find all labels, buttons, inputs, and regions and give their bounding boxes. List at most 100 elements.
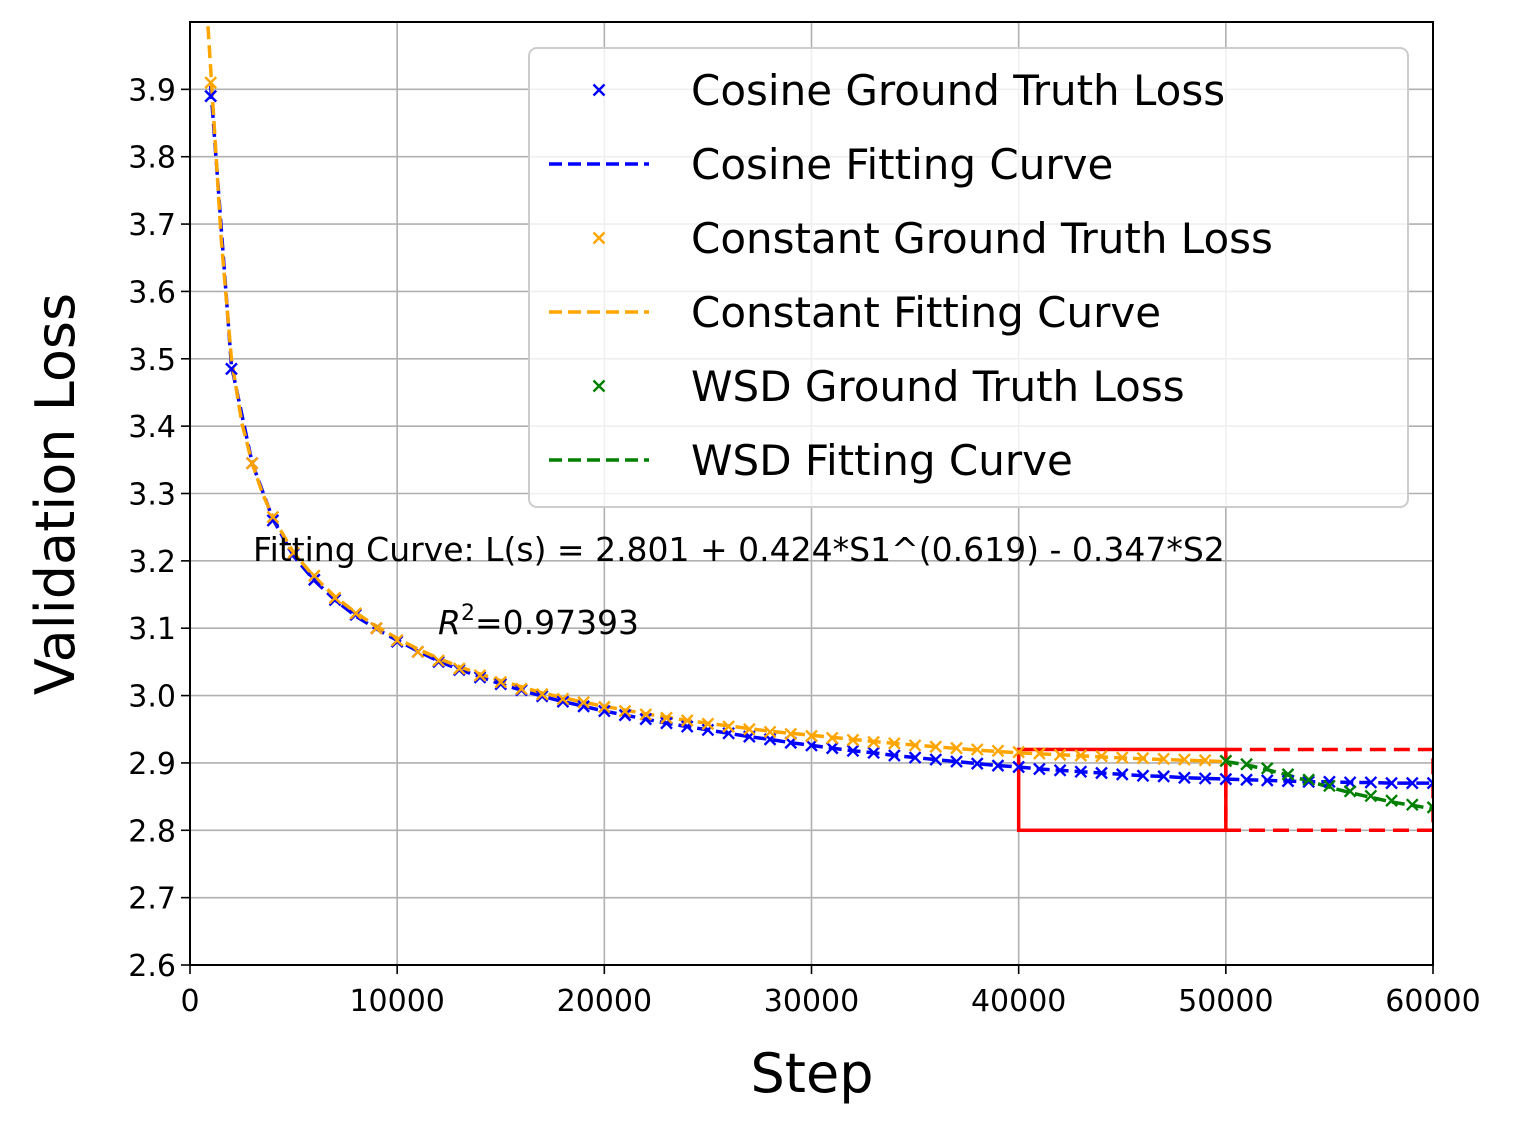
cosine-ground-truth-loss-point bbox=[867, 746, 880, 760]
constant-ground-truth-loss-point bbox=[245, 456, 259, 470]
cosine-ground-truth-loss-point bbox=[1095, 766, 1108, 780]
wsd-ground-truth-loss-point bbox=[1323, 779, 1336, 793]
wsd-ground-truth-loss-series bbox=[1219, 754, 1433, 814]
cosine-ground-truth-loss-point bbox=[888, 749, 901, 762]
legend-item-constant-fitting-curve: Constant Fitting Curve bbox=[549, 288, 1161, 337]
cosine-ground-truth-loss-point bbox=[1198, 772, 1212, 785]
constant-ground-truth-loss-point bbox=[266, 510, 280, 524]
cosine-ground-truth-loss-point bbox=[1240, 773, 1253, 787]
constant-ground-truth-loss-point bbox=[556, 692, 570, 706]
constant-ground-truth-loss-point bbox=[494, 675, 508, 689]
cosine-ground-truth-loss-point bbox=[1364, 776, 1378, 789]
constant-ground-truth-loss-point bbox=[743, 722, 756, 736]
y-tick-label: 2.9 bbox=[128, 747, 176, 782]
cosine-ground-truth-loss-point bbox=[577, 700, 590, 713]
cosine-ground-truth-loss-point bbox=[991, 759, 1005, 772]
constant-ground-truth-loss-point bbox=[370, 621, 383, 635]
legend-label: WSD Fitting Curve bbox=[691, 436, 1073, 485]
cosine-ground-truth-loss-point bbox=[639, 712, 653, 726]
constant-fitting-curve-series bbox=[205, 22, 1226, 764]
x-tick-label: 60000 bbox=[1385, 984, 1480, 1019]
x-axis-title: Step bbox=[751, 1042, 874, 1105]
legend-item-constant-ground-truth-loss: Constant Ground Truth Loss bbox=[592, 214, 1273, 263]
legend-label: Cosine Ground Truth Loss bbox=[691, 66, 1225, 115]
legend-item-cosine-fitting-curve: Cosine Fitting Curve bbox=[549, 140, 1113, 189]
legend-item-wsd-fitting-curve: WSD Fitting Curve bbox=[549, 436, 1073, 485]
y-tick-label: 2.8 bbox=[128, 814, 176, 849]
wsd-ground-truth-loss-point bbox=[1426, 801, 1433, 814]
cosine-ground-truth-loss-point bbox=[1178, 771, 1191, 785]
r-squared-exponent: 2 bbox=[461, 601, 475, 626]
constant-ground-truth-loss-point bbox=[1095, 749, 1108, 763]
legend-label: Constant Fitting Curve bbox=[691, 288, 1161, 337]
legend: Cosine Ground Truth Loss Cosine Fitting C… bbox=[528, 47, 1409, 508]
constant-ground-truth-loss-point bbox=[970, 743, 984, 756]
cosine-ground-truth-loss-point bbox=[1115, 768, 1129, 781]
cosine-ground-truth-loss-point bbox=[1033, 762, 1046, 776]
cosine-ground-truth-loss-point bbox=[970, 757, 984, 770]
cosine-ground-truth-loss-point bbox=[1302, 775, 1316, 789]
constant-ground-truth-loss-point bbox=[287, 546, 300, 560]
series-layer bbox=[204, 22, 1433, 814]
constant-ground-truth-loss-point bbox=[452, 662, 466, 675]
cosine-ground-truth-loss-point bbox=[204, 89, 218, 103]
cosine-ground-truth-loss-point bbox=[846, 744, 860, 758]
wsd-ground-truth-loss-point bbox=[1364, 789, 1378, 803]
legend-label: WSD Ground Truth Loss bbox=[691, 362, 1185, 411]
y-tick-label: 2.6 bbox=[128, 949, 176, 984]
constant-ground-truth-loss-series bbox=[204, 76, 1233, 768]
y-tick-label: 3.9 bbox=[128, 73, 176, 108]
y-tick-label: 3.1 bbox=[128, 612, 176, 647]
constant-ground-truth-loss-point bbox=[328, 591, 342, 605]
cosine-ground-truth-loss-point bbox=[1012, 760, 1026, 774]
legend-item-cosine-ground-truth-loss: Cosine Ground Truth Loss bbox=[592, 66, 1225, 115]
cosine-ground-truth-loss-point bbox=[950, 755, 963, 768]
x-tick-label: 20000 bbox=[557, 984, 652, 1019]
cosine-ground-truth-loss-point bbox=[1053, 763, 1067, 777]
constant-ground-truth-loss-point bbox=[1178, 753, 1191, 766]
constant-ground-truth-loss-point bbox=[763, 725, 777, 739]
constant-ground-truth-loss-point bbox=[1012, 745, 1026, 759]
constant-ground-truth-loss-point bbox=[680, 714, 694, 727]
constant-ground-truth-loss-point bbox=[1157, 752, 1171, 766]
cosine-ground-truth-loss-point bbox=[1426, 776, 1433, 790]
wsd-ground-truth-loss-point bbox=[1281, 768, 1295, 781]
constant-ground-truth-loss-point bbox=[411, 645, 425, 659]
y-tick-label: 2.7 bbox=[128, 882, 176, 917]
y-tick-label: 3.4 bbox=[128, 410, 176, 445]
y-tick-label: 3.8 bbox=[128, 141, 176, 176]
legend-box bbox=[528, 47, 1409, 508]
constant-ground-truth-loss-point bbox=[867, 735, 880, 749]
constant-ground-truth-loss-point bbox=[991, 744, 1005, 758]
cosine-ground-truth-loss-point bbox=[1405, 776, 1419, 790]
legend-label: Cosine Fitting Curve bbox=[691, 140, 1113, 189]
y-axis-title: Validation Loss bbox=[24, 293, 87, 695]
y-tick-label: 3.7 bbox=[128, 208, 176, 243]
constant-ground-truth-loss-point bbox=[825, 731, 839, 745]
legend-swatch-marker bbox=[592, 231, 606, 245]
wsd-ground-truth-loss-point bbox=[1240, 757, 1253, 771]
axis-ticks: 0 10000 20000 30000 40000 50000 60000 2.6 2.7 2.8… bbox=[128, 73, 1480, 1019]
cosine-ground-truth-loss-point bbox=[1136, 769, 1150, 783]
constant-ground-truth-loss-point bbox=[1198, 753, 1212, 767]
constant-ground-truth-loss-point bbox=[660, 711, 673, 725]
wsd-ground-truth-loss-point bbox=[1405, 798, 1419, 812]
wsd-ground-truth-loss-point bbox=[1343, 784, 1357, 798]
constant-ground-truth-loss-point bbox=[473, 669, 487, 682]
cosine-ground-truth-loss-point bbox=[618, 708, 632, 722]
constant-ground-truth-loss-point bbox=[722, 720, 735, 733]
r-squared-value: =0.97393 bbox=[475, 603, 639, 642]
x-tick-label: 30000 bbox=[764, 984, 859, 1019]
y-tick-label: 3.6 bbox=[128, 275, 176, 310]
constant-ground-truth-loss-point bbox=[888, 737, 901, 750]
cosine-ground-truth-loss-point bbox=[1157, 770, 1171, 783]
r-squared-symbol: R bbox=[438, 603, 461, 642]
cosine-ground-truth-loss-series bbox=[204, 89, 1433, 790]
cosine-ground-truth-loss-point bbox=[929, 753, 943, 766]
cosine-ground-truth-loss-point bbox=[908, 751, 922, 764]
wsd-ground-truth-loss-point bbox=[1219, 754, 1233, 768]
x-tick-label: 0 bbox=[180, 984, 199, 1019]
legend-item-wsd-ground-truth-loss: WSD Ground Truth Loss bbox=[592, 362, 1185, 411]
y-tick-label: 3.3 bbox=[128, 478, 176, 513]
